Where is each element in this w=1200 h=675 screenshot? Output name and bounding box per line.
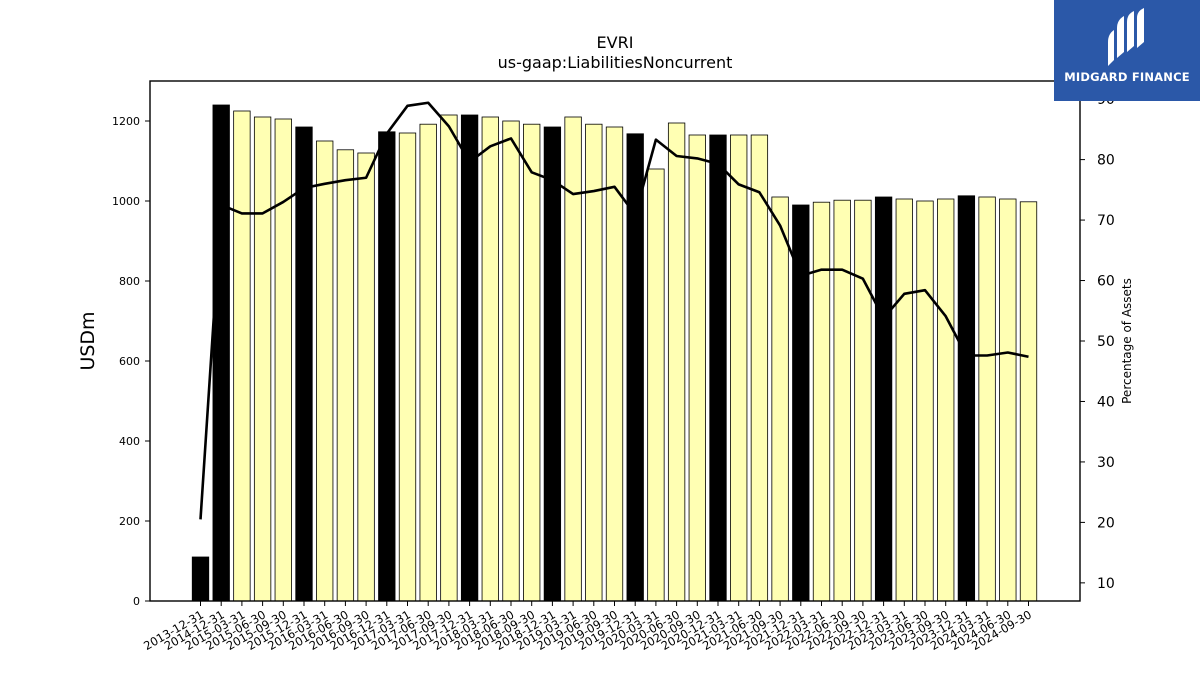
bar-2017-06-30 — [419, 123, 437, 602]
bar-2022-09-30 — [854, 199, 872, 602]
bar-2015-06-30 — [253, 116, 272, 602]
y-tick-label: 400 — [119, 435, 140, 448]
bar-2024-06-30 — [999, 198, 1017, 602]
y2-tick-label: 20 — [1097, 515, 1115, 531]
bar-2020-09-30 — [688, 134, 706, 602]
bar-2018-03-31 — [481, 116, 499, 602]
midgard-logo-icon — [1108, 8, 1144, 66]
y2-tick-label: 50 — [1097, 334, 1115, 350]
bars-layer — [191, 104, 1038, 602]
bar-2023-06-30 — [916, 200, 934, 602]
axes-layer: 0200400600800100012001020304050607080902… — [112, 80, 1115, 653]
bar-2016-12-31 — [378, 131, 396, 602]
bar-2022-06-30 — [833, 199, 851, 602]
y-tick-label: 800 — [119, 275, 140, 288]
bar-2019-09-30 — [605, 126, 624, 602]
chart-subtitle: us-gaap:LiabilitiesNoncurrent — [498, 53, 733, 72]
bar-2018-12-31 — [543, 126, 562, 602]
y-tick-label: 200 — [119, 515, 140, 528]
bar-2020-12-31 — [709, 134, 727, 602]
y2-tick-label: 70 — [1097, 213, 1115, 229]
y-tick-label: 1000 — [112, 195, 140, 208]
bar-2020-06-30 — [667, 122, 686, 602]
bar-2021-06-30 — [750, 134, 769, 602]
y-tick-label: 0 — [133, 595, 140, 608]
bar-2023-12-31 — [957, 195, 976, 602]
brand-name: MIDGARD FINANCE — [1064, 70, 1190, 84]
y-axis-label: USDm — [77, 311, 99, 370]
bar-2015-09-30 — [274, 118, 292, 602]
bar-2014-12-31 — [212, 104, 230, 602]
bar-2016-09-30 — [357, 152, 375, 602]
bar-2023-09-30 — [937, 198, 955, 602]
bar-2015-12-31 — [295, 126, 313, 602]
bar-2019-06-30 — [585, 123, 603, 602]
bar-2015-03-31 — [233, 110, 251, 602]
bar-2023-03-31 — [895, 198, 913, 602]
bar-2022-03-31 — [812, 201, 831, 602]
brand-logo: MIDGARD FINANCE — [1054, 0, 1200, 101]
bar-2024-03-31 — [978, 196, 996, 602]
y2-tick-label: 80 — [1097, 153, 1115, 169]
y2-tick-label: 60 — [1097, 274, 1115, 290]
y2-tick-label: 40 — [1097, 394, 1115, 410]
bar-2021-09-30 — [771, 196, 789, 602]
bar-2019-12-31 — [626, 133, 644, 602]
line-layer — [199, 101, 1029, 520]
bar-2021-03-31 — [730, 134, 748, 602]
y2-tick-label: 10 — [1097, 576, 1115, 592]
y2-axis-label: Percentage of Assets — [1120, 278, 1134, 404]
bar-2016-03-31 — [316, 140, 334, 602]
y2-tick-label: 30 — [1097, 455, 1115, 471]
bar-2017-09-30 — [440, 114, 458, 602]
y-tick-label: 600 — [119, 355, 140, 368]
bar-2017-12-31 — [460, 114, 479, 602]
percentage-line — [199, 101, 1029, 520]
bar-2017-03-31 — [398, 132, 417, 602]
bar-2020-03-31 — [647, 168, 665, 602]
bar-2018-06-30 — [502, 120, 520, 602]
bar-2024-09-30 — [1019, 201, 1038, 602]
y-tick-label: 1200 — [112, 115, 140, 128]
bar-2022-12-31 — [874, 196, 893, 602]
bar-2016-06-30 — [336, 149, 355, 602]
bar-2013-12-31 — [191, 556, 210, 602]
bar-2018-09-30 — [523, 123, 541, 602]
chart-title: EVRI — [597, 33, 634, 52]
